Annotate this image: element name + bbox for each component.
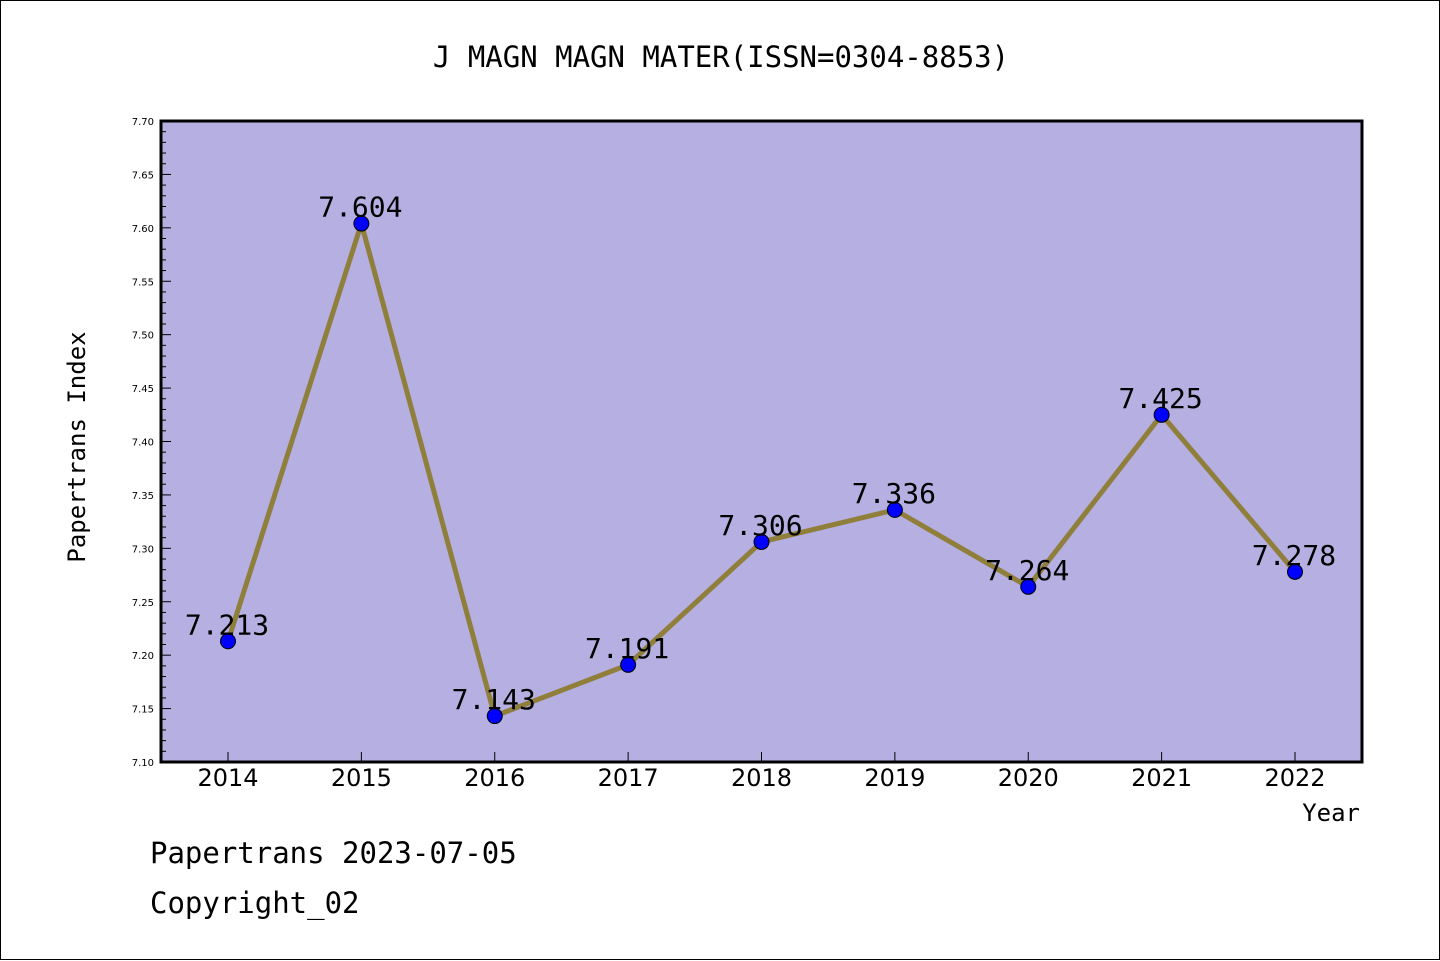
y-tick-label: 7.55	[132, 277, 154, 288]
y-tick-label: 7.15	[132, 705, 154, 716]
x-tick-label: 2017	[598, 764, 659, 792]
x-tick-label: 2014	[197, 764, 258, 792]
x-tick-label: 2015	[331, 764, 392, 792]
data-label: 7.143	[452, 683, 536, 716]
y-tick-label: 7.40	[132, 438, 154, 449]
x-tick-label: 2016	[464, 764, 525, 792]
x-tick-label: 2022	[1264, 764, 1325, 792]
data-point	[753, 533, 770, 550]
x-tick-label: 2020	[998, 764, 1059, 792]
footer-date: Papertrans 2023-07-05	[150, 836, 517, 870]
data-label: 7.191	[585, 632, 669, 665]
data-label: 7.278	[1252, 539, 1336, 572]
y-axis-label: Papertrans Index	[63, 331, 91, 562]
data-point	[486, 708, 503, 725]
data-label: 7.264	[985, 554, 1069, 587]
x-tick-label: 2018	[731, 764, 792, 792]
data-point	[1287, 563, 1303, 580]
y-tick-label: 7.65	[132, 170, 154, 181]
data-label: 7.336	[852, 477, 936, 510]
x-tick-label: 2021	[1131, 764, 1192, 792]
y-tick-label: 7.60	[132, 224, 154, 235]
y-tick-label: 7.25	[132, 598, 154, 609]
y-tick-label: 7.30	[132, 544, 154, 555]
data-point	[220, 633, 236, 650]
footer-copyright: Copyright_02	[150, 886, 360, 920]
y-tick-label: 7.70	[132, 117, 154, 128]
x-axis-label: Year	[1302, 799, 1360, 827]
data-label: 7.213	[185, 608, 269, 641]
data-point	[1153, 406, 1170, 423]
plot-border	[159, 119, 1364, 764]
data-point	[886, 501, 903, 518]
y-tick-label: 7.20	[132, 651, 154, 662]
data-point	[1020, 578, 1037, 595]
y-tick-label: 7.35	[132, 491, 154, 502]
x-axis: 2014 2015 2016 2017 2018 2019 2020 2021 2022	[197, 752, 1326, 792]
y-tick-label: 7.45	[132, 384, 154, 395]
data-point	[620, 656, 637, 673]
y-axis: 7.10 7.15 7.20 7.25 7.30 7.35 7.40 7.45 7.50 7.55…	[132, 117, 171, 769]
y-tick-label: 7.50	[132, 331, 154, 342]
data-label: 7.425	[1118, 382, 1202, 415]
y-tick-label: 7.10	[132, 758, 154, 769]
data-label: 7.604	[318, 191, 402, 224]
data-point	[353, 215, 370, 232]
data-label: 7.306	[718, 509, 802, 542]
data-labels: 7.213 7.604 7.143 7.191 7.306 7.336 7.264 7.425…	[185, 191, 1336, 717]
x-tick-label: 2019	[864, 764, 925, 792]
series-markers	[220, 215, 1303, 725]
chart-title: J MAGN MAGN MATER(ISSN=0304-8853)	[433, 40, 1009, 74]
